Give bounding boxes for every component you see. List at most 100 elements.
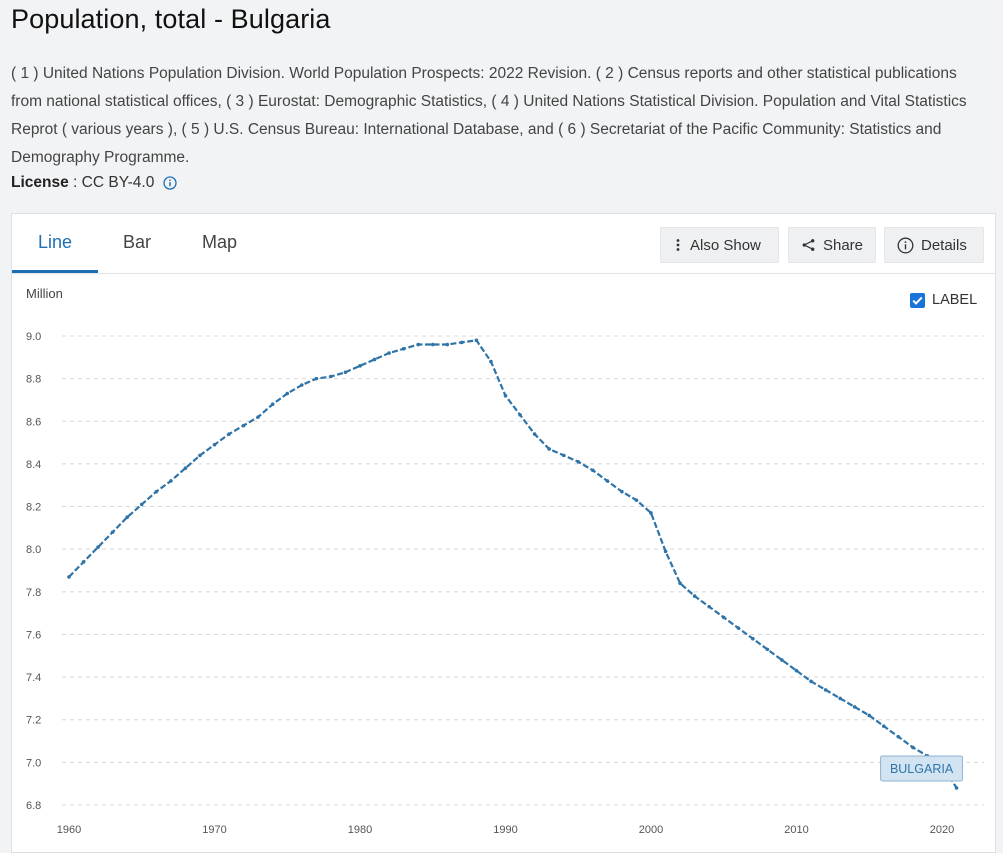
data-point [503, 393, 508, 398]
data-point [169, 479, 173, 483]
data-point [460, 340, 464, 345]
data-point [300, 383, 304, 387]
info-circle-icon [897, 237, 914, 253]
y-tick-label: 7.4 [26, 672, 41, 684]
y-tick-label: 7.6 [26, 629, 41, 641]
data-point [867, 713, 872, 718]
license-label: License [11, 174, 69, 191]
data-point [678, 581, 682, 586]
data-point [576, 459, 581, 464]
chart-tabs: Line Bar Map Also Show Share Details [12, 214, 995, 274]
x-tick-label: 1970 [202, 824, 226, 836]
tab-bar[interactable]: Bar [122, 232, 151, 252]
label-toggle-text: LABEL [932, 292, 978, 308]
data-point [896, 734, 901, 739]
chart-card: Line Bar Map Also Show Share Details Mil… [11, 213, 996, 853]
label-toggle[interactable]: LABEL [910, 292, 977, 308]
tab-map[interactable]: Map [201, 232, 237, 252]
y-tick-label: 7.8 [26, 587, 41, 599]
data-point [343, 370, 348, 375]
data-point [561, 453, 566, 458]
y-tick-label: 8.6 [26, 416, 41, 428]
y-tick-label: 9.0 [26, 331, 41, 343]
data-point [445, 342, 450, 347]
data-point [241, 423, 246, 428]
y-tick-label: 8.0 [26, 544, 41, 556]
y-tick-label: 8.2 [26, 502, 41, 514]
data-point [67, 575, 71, 579]
data-point [605, 479, 610, 483]
data-point [707, 604, 711, 609]
data-point [416, 342, 421, 347]
series-line [68, 339, 958, 789]
sources-text: ( 1 ) United Nations Population Division… [11, 65, 967, 166]
series-label-box [880, 755, 964, 782]
tab-line[interactable]: Line [12, 214, 98, 273]
data-point [270, 402, 275, 407]
y-tick-label: 6.8 [26, 800, 41, 812]
data-point [489, 359, 493, 364]
data-point [649, 511, 653, 515]
details-button[interactable]: Details [884, 227, 984, 263]
x-tick-label: 2000 [639, 824, 663, 836]
data-point [663, 549, 668, 554]
data-point [780, 658, 784, 662]
data-point [474, 338, 479, 343]
y-tick-label: 7.0 [26, 757, 41, 769]
y-tick-label: 8.8 [26, 374, 41, 386]
details-label: Details [921, 236, 967, 254]
data-point [518, 413, 522, 417]
data-point [823, 688, 828, 692]
data-point [96, 545, 100, 549]
x-tick-label: 2020 [930, 824, 954, 836]
data-point [852, 705, 857, 709]
share-icon [802, 239, 815, 251]
data-point [620, 489, 624, 494]
data-point [765, 647, 770, 652]
label-checkbox[interactable] [910, 292, 925, 308]
data-point [882, 724, 886, 728]
data-point [401, 346, 406, 351]
x-tick-label: 2010 [784, 824, 808, 836]
x-tick-label: 1960 [57, 824, 81, 836]
also-show-button[interactable]: Also Show [660, 227, 779, 263]
data-point [532, 432, 537, 436]
data-point [314, 376, 319, 381]
share-button[interactable]: Share [788, 227, 876, 263]
data-point [809, 679, 813, 684]
license-separator: : [68, 174, 82, 191]
data-point [256, 415, 260, 419]
series-label: BULGARIA [890, 762, 954, 776]
data-point [227, 432, 231, 436]
data-point [634, 498, 639, 502]
data-point [954, 786, 959, 790]
data-point [372, 357, 377, 362]
data-point [358, 364, 362, 368]
data-point [110, 530, 115, 534]
data-point [183, 466, 188, 470]
data-point [692, 594, 697, 598]
x-tick-label: 1980 [348, 824, 372, 836]
data-point [736, 626, 741, 630]
data-point [212, 442, 217, 447]
data-point [794, 668, 799, 673]
checkmark-icon [912, 296, 923, 305]
data-point [387, 351, 391, 355]
data-point [591, 468, 595, 473]
data-point [198, 453, 202, 458]
info-icon[interactable] [163, 176, 177, 190]
y-axis-unit-label: Million [26, 286, 63, 301]
data-point [721, 615, 726, 620]
data-point [285, 391, 290, 396]
data-point [751, 636, 755, 641]
data-point [139, 502, 144, 507]
data-point [154, 489, 159, 494]
line-chart: 6.8 7.0 7.2 7.4 7.6 7.8 8.0 8.2 8.4 8.6 8.8 9.0 1960… [26, 331, 984, 836]
license-value: CC BY-4.0 [81, 174, 155, 191]
data-point [81, 560, 86, 564]
also-show-label: Also Show [690, 236, 761, 254]
data-point [430, 342, 435, 347]
share-label: Share [822, 236, 863, 254]
data-point [911, 745, 915, 750]
more-vertical-icon [676, 239, 680, 251]
